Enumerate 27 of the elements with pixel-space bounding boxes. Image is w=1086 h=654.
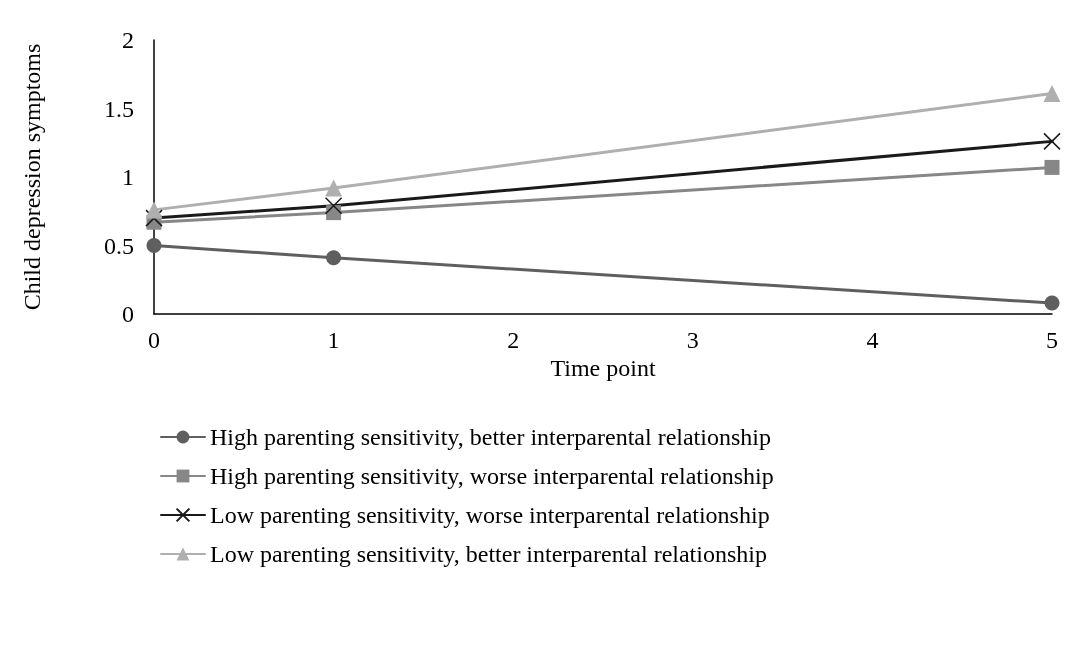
legend-label: Low parenting sensitivity, worse interparental relationship: [210, 502, 770, 528]
x-tick-label: 3: [686, 327, 699, 353]
point: [1044, 159, 1060, 175]
legend-label: High parenting sensitivity, worse interparental relationship: [210, 463, 774, 489]
y-tick-label: 1.5: [104, 95, 134, 122]
x-tick-label: 5: [1046, 327, 1058, 353]
x-tick-label: 4: [866, 327, 879, 353]
legend-label: Low parenting sensitivity, better interparental relationship: [210, 541, 767, 567]
point: [325, 179, 343, 197]
legend-label: High parenting sensitivity, better interparental relationship: [210, 424, 771, 450]
y-axis-title: Child depression symptoms: [19, 43, 45, 311]
point: [1044, 295, 1060, 311]
y-tick-label: 0: [122, 301, 134, 327]
point: [146, 238, 162, 253]
point: [145, 209, 163, 227]
y-tick-label: 2: [122, 27, 134, 53]
point: [326, 250, 342, 266]
point: [1043, 132, 1061, 151]
y-tick-label: 1: [122, 164, 134, 190]
x-tick-label: 0: [148, 327, 160, 353]
point: [1043, 84, 1061, 102]
x-tick-label: 2: [507, 327, 520, 353]
point: [324, 197, 343, 215]
x-tick-label: 1: [327, 327, 340, 353]
y-tick-label: 0.5: [104, 232, 134, 259]
point: [145, 201, 163, 219]
x-axis-title: Time point: [550, 355, 656, 381]
